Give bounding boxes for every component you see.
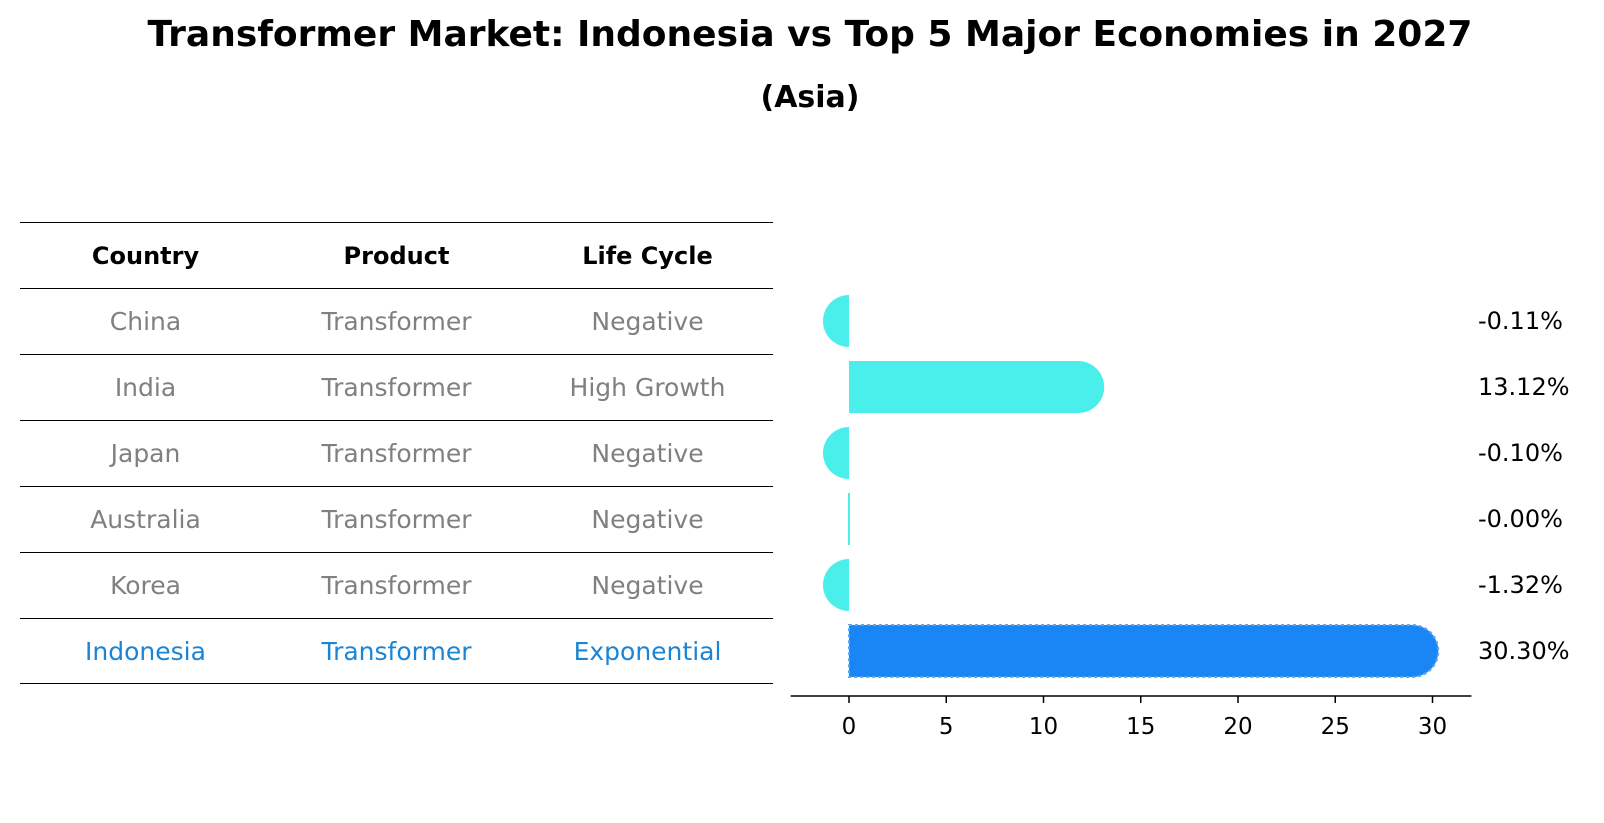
bar-indonesia: [848, 624, 1440, 678]
value-label-india: 13.12%: [1478, 373, 1570, 401]
cell-life-cycle: Exponential: [573, 636, 722, 666]
value-label-korea: -1.32%: [1478, 571, 1563, 599]
x-tick-label-15: 15: [1126, 714, 1155, 740]
table-row: China Transformer Negative: [20, 288, 773, 354]
cell-product: Transformer: [321, 571, 472, 600]
cell-life-cycle: Negative: [591, 439, 704, 468]
bar-australia: [848, 493, 850, 545]
table-header-row: Country Product Life Cycle: [20, 222, 773, 288]
table-row: Korea Transformer Negative: [20, 552, 773, 618]
table-row: India Transformer High Growth: [20, 354, 773, 420]
bar-india: [848, 361, 1105, 413]
value-label-indonesia: 30.30%: [1478, 637, 1570, 665]
chart-title: Transformer Market: Indonesia vs Top 5 M…: [147, 14, 1473, 55]
value-label-australia: -0.00%: [1478, 505, 1563, 533]
chart-subtitle: (Asia): [760, 80, 860, 115]
value-label-china: -0.11%: [1478, 307, 1563, 335]
cell-country: India: [114, 373, 177, 402]
cell-life-cycle: High Growth: [569, 373, 726, 402]
x-tick-label-10: 10: [1029, 714, 1058, 740]
x-tick-label-25: 25: [1321, 714, 1350, 740]
table-row: Australia Transformer Negative: [20, 486, 773, 552]
bar-korea: [823, 559, 849, 611]
table-row-highlighted: Indonesia Transformer Exponential: [20, 618, 773, 684]
table-row: Japan Transformer Negative: [20, 420, 773, 486]
cell-product: Transformer: [321, 636, 472, 666]
header-life-cycle: Life Cycle: [582, 241, 713, 270]
cell-life-cycle: Negative: [591, 505, 704, 534]
x-tick-label-20: 20: [1223, 714, 1252, 740]
country-table: Country Product Life Cycle China Transfo…: [20, 222, 773, 684]
cell-country: Korea: [110, 571, 181, 600]
header-product: Product: [343, 241, 450, 270]
cell-country: Australia: [90, 505, 201, 534]
cell-country: Japan: [110, 439, 181, 468]
x-tick-label-0: 0: [842, 714, 857, 740]
x-tick-label-30: 30: [1418, 714, 1447, 740]
cell-product: Transformer: [321, 307, 472, 336]
cell-life-cycle: Negative: [591, 307, 704, 336]
value-label-japan: -0.10%: [1478, 439, 1563, 467]
cell-country: Indonesia: [85, 636, 206, 666]
x-tick-label-5: 5: [939, 714, 954, 740]
cell-product: Transformer: [321, 439, 472, 468]
header-country: Country: [91, 241, 200, 270]
bar-japan: [823, 427, 849, 479]
bar-china: [823, 295, 849, 347]
cell-product: Transformer: [321, 505, 472, 534]
cell-life-cycle: Negative: [591, 571, 704, 600]
cell-product: Transformer: [321, 373, 472, 402]
cell-country: China: [109, 307, 182, 336]
